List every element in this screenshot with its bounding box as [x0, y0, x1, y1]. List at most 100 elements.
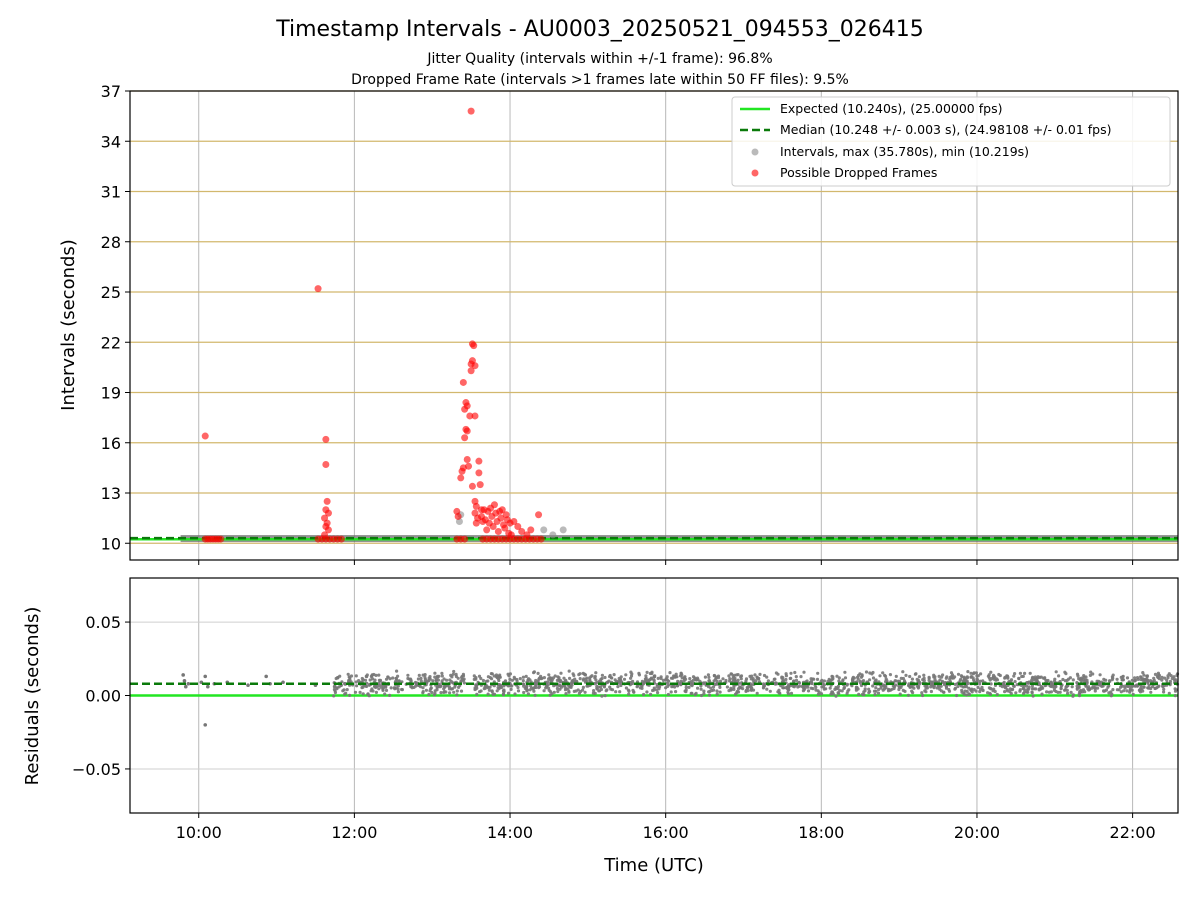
residual-point: [1117, 688, 1121, 692]
residual-point: [281, 680, 285, 685]
residual-point: [777, 688, 781, 692]
residual-point: [513, 692, 517, 696]
residual-point: [854, 688, 859, 692]
residual-point: [655, 684, 659, 689]
dropped-frame-point: [457, 474, 465, 482]
residual-point: [594, 671, 598, 675]
residual-point: [741, 687, 745, 691]
residual-point: [820, 678, 824, 683]
residual-point: [498, 675, 502, 679]
residual-point: [789, 691, 794, 695]
top-y-axis-label: Intervals (seconds): [58, 239, 79, 411]
residual-point: [816, 671, 820, 675]
residual-point: [906, 693, 911, 697]
residual-point: [393, 687, 397, 691]
residual-point: [1167, 691, 1171, 696]
residual-point: [1014, 691, 1018, 695]
residual-point: [1149, 690, 1153, 694]
residual-point: [867, 687, 871, 691]
residual-point: [652, 688, 656, 692]
residual-point: [642, 681, 646, 685]
residual-point: [799, 675, 803, 679]
residual-point: [840, 689, 844, 693]
residual-point: [993, 675, 997, 679]
dropped-frame-point: [494, 528, 502, 536]
residual-point: [545, 684, 549, 689]
residual-point: [1111, 676, 1115, 680]
residual-point: [1077, 677, 1081, 681]
residual-point: [1011, 687, 1015, 691]
residual-point: [1170, 676, 1174, 681]
residual-point: [1102, 677, 1106, 682]
residual-point: [890, 687, 894, 691]
dropped-frame-point: [217, 535, 225, 543]
residual-point: [361, 685, 365, 689]
residual-point: [989, 687, 993, 691]
residual-point: [1138, 687, 1143, 691]
residual-point: [1125, 689, 1129, 693]
residual-point: [1121, 684, 1125, 688]
legend-box: [731, 96, 1171, 187]
residual-point: [650, 671, 654, 676]
residual-point: [1034, 687, 1038, 691]
dropped-frame-point: [466, 412, 474, 420]
residual-point: [549, 690, 553, 694]
dropped-frame-point: [463, 456, 471, 463]
residual-point: [1013, 680, 1017, 684]
dropped-frame-point: [489, 523, 497, 530]
residual-point: [1119, 675, 1123, 680]
residual-point: [378, 678, 383, 682]
residual-point: [715, 692, 719, 696]
residual-point: [964, 693, 969, 697]
residual-point: [1084, 675, 1088, 679]
residual-point: [824, 687, 828, 691]
residual-point: [334, 676, 338, 681]
residual-point: [384, 684, 388, 688]
residual-point: [574, 689, 578, 693]
residual-point: [1064, 672, 1068, 676]
residual-point: [755, 691, 759, 695]
residual-point: [1005, 689, 1010, 693]
residual-point: [1013, 672, 1017, 676]
residual-point: [486, 692, 490, 696]
top-plot-frame: [129, 90, 1179, 561]
residual-point: [967, 692, 971, 696]
residual-point: [436, 678, 440, 682]
residual-point: [617, 676, 621, 681]
top-y-tick-label: 16: [101, 434, 121, 453]
residual-point: [452, 690, 456, 694]
dropped-frame-point: [461, 535, 469, 543]
residual-point: [715, 689, 719, 693]
residual-point: [548, 676, 552, 680]
residual-point: [784, 686, 788, 690]
residual-point: [874, 686, 878, 690]
residual-point: [871, 676, 876, 680]
residual-point: [1004, 685, 1008, 689]
residual-point: [349, 674, 354, 678]
residual-point: [489, 672, 493, 676]
residual-point: [846, 689, 850, 693]
residual-point: [1125, 676, 1130, 680]
residual-point: [758, 672, 762, 677]
interval-point: [540, 526, 548, 534]
residual-point: [1030, 691, 1034, 695]
dropped-frame-point: [527, 526, 535, 534]
residual-point: [828, 679, 832, 683]
residual-point: [952, 676, 956, 680]
residual-point: [762, 673, 767, 678]
residual-point: [433, 691, 437, 695]
residual-point: [551, 676, 556, 680]
residual-point: [653, 674, 657, 678]
residual-point: [1098, 673, 1102, 677]
residual-point: [959, 677, 963, 682]
residual-point: [396, 674, 400, 678]
residual-point: [1006, 675, 1010, 679]
residual-point: [794, 675, 798, 679]
residual-point: [525, 689, 529, 693]
residual-point: [337, 685, 341, 689]
residual-point: [913, 672, 918, 676]
residual-point: [959, 684, 964, 688]
residual-point: [1100, 684, 1104, 689]
residual-point: [513, 677, 517, 681]
residual-point: [542, 689, 546, 693]
